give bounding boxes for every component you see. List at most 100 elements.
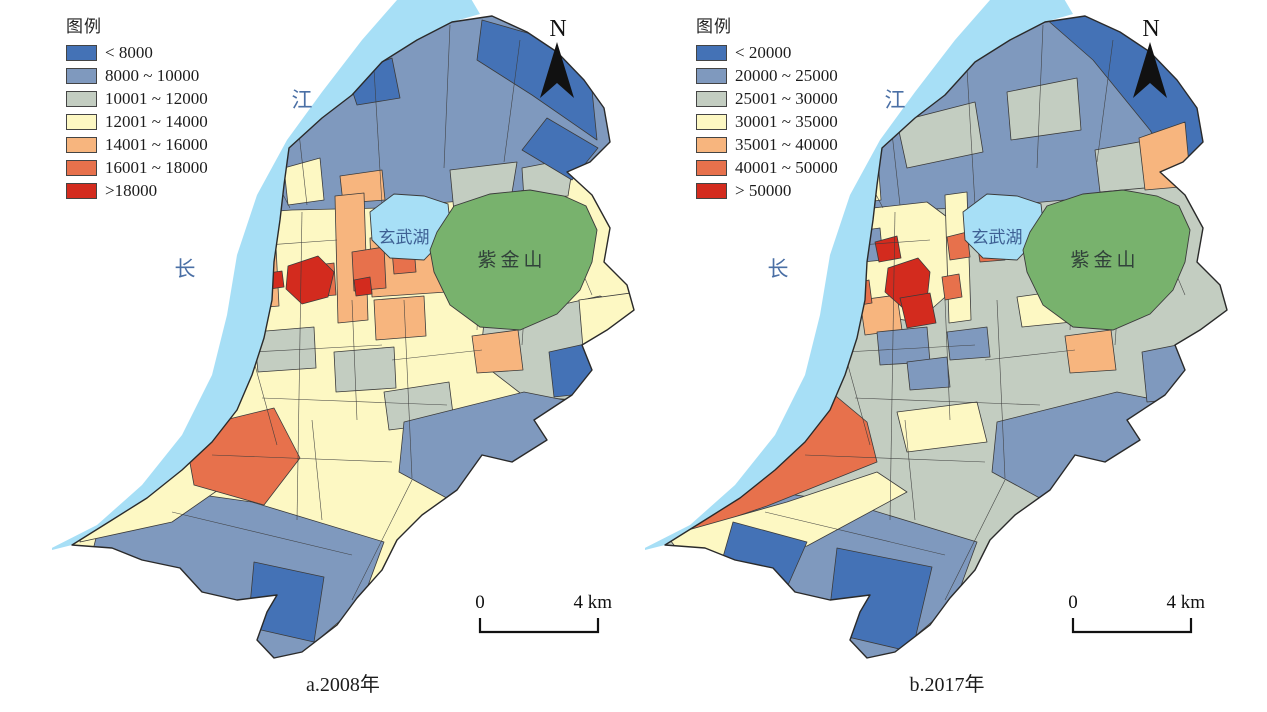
legend-swatch — [66, 159, 97, 176]
legend-item-label: 16001 ~ 18000 — [105, 157, 208, 177]
district-border-line — [859, 239, 931, 246]
north-label: N — [549, 16, 566, 42]
district-zone — [471, 329, 524, 374]
legend-swatch — [696, 182, 727, 199]
district-zone — [373, 295, 427, 341]
district-border-line — [403, 299, 413, 479]
legend-swatch — [696, 90, 727, 107]
legend-swatch — [66, 136, 97, 153]
legend-2017: 图例 < 20000 20000 ~ 25000 25001 ~ 30000 3000… — [696, 12, 838, 202]
legend-item: < 20000 — [696, 41, 838, 64]
district-border-line — [944, 479, 1006, 601]
district-zone — [1141, 341, 1198, 403]
legend-item: 16001 ~ 18000 — [66, 156, 208, 179]
legend-swatch — [696, 67, 727, 84]
legend-item-label: >18000 — [105, 180, 158, 200]
river-label-chang: 长 — [175, 257, 196, 281]
mountain-label: 紫金山 — [477, 249, 546, 271]
caption-2017: b.2017年 — [909, 674, 985, 696]
legend-item-label: 35001 ~ 40000 — [735, 134, 838, 154]
legend-swatch — [696, 159, 727, 176]
river-label-jiang: 江 — [885, 88, 906, 112]
legend-swatch — [66, 44, 97, 61]
scale-zero-label: 0 — [475, 592, 485, 613]
district-border-line — [1036, 24, 1044, 169]
district-zone — [896, 401, 988, 453]
district-zone — [285, 255, 335, 305]
district-zone — [899, 292, 937, 329]
legend-item-label: 14001 ~ 16000 — [105, 134, 208, 154]
legend-items: < 8000 8000 ~ 10000 10001 ~ 12000 12001 ~ 1… — [66, 41, 208, 202]
legend-item-label: 25001 ~ 30000 — [735, 88, 838, 108]
district-border-line — [996, 299, 1006, 479]
legend-swatch — [66, 182, 97, 199]
legend-item-label: 12001 ~ 14000 — [105, 111, 208, 131]
legend-item: 35001 ~ 40000 — [696, 133, 838, 156]
district-border-line — [296, 211, 303, 521]
district-border-line — [171, 511, 353, 556]
district-border-line — [804, 454, 986, 463]
caption-2008: a.2008年 — [306, 674, 380, 696]
legend-swatch — [66, 90, 97, 107]
legend-item-label: 40001 ~ 50000 — [735, 157, 838, 177]
district-zone — [283, 157, 325, 206]
district-zone — [941, 273, 963, 301]
district-border-line — [944, 299, 951, 421]
district-border-line — [844, 344, 976, 353]
legend-item: 12001 ~ 14000 — [66, 110, 208, 133]
district-border-line — [266, 239, 338, 246]
district-zone — [946, 326, 991, 361]
scale-bar — [1071, 618, 1193, 634]
legend-item-label: 8000 ~ 10000 — [105, 65, 200, 85]
legend-item: 8000 ~ 10000 — [66, 64, 208, 87]
legend-item: 30001 ~ 35000 — [696, 110, 838, 133]
north-arrow-icon — [1133, 42, 1167, 98]
district-zone — [333, 346, 397, 393]
district-border-line — [984, 349, 1076, 361]
district-zone — [578, 291, 634, 361]
legend-title: 图例 — [696, 17, 732, 36]
legend-item-label: > 50000 — [735, 180, 792, 200]
legend-item-label: 30001 ~ 35000 — [735, 111, 838, 131]
district-zone — [1006, 77, 1082, 141]
legend-item: 40001 ~ 50000 — [696, 156, 838, 179]
district-border-line — [391, 349, 483, 361]
yangtze-river — [52, 0, 480, 550]
legend-item: 10001 ~ 12000 — [66, 87, 208, 110]
scale-end-label: 4 km — [1166, 592, 1205, 613]
district-border-line — [251, 344, 383, 353]
legend-swatch — [66, 67, 97, 84]
river-label-chang: 长 — [768, 257, 789, 281]
legend-title: 图例 — [66, 17, 102, 36]
legend-items: < 20000 20000 ~ 25000 25001 ~ 30000 30001 ~… — [696, 41, 838, 202]
legend-item: < 8000 — [66, 41, 208, 64]
district-zone — [896, 101, 984, 169]
district-zone — [521, 117, 599, 181]
legend-item-label: 20000 ~ 25000 — [735, 65, 838, 85]
legend-item-label: < 20000 — [735, 42, 792, 62]
district-border-line — [211, 454, 393, 463]
river-label-jiang: 江 — [292, 88, 313, 112]
district-zone — [946, 231, 971, 261]
district-zone — [353, 276, 373, 297]
legend-item: >18000 — [66, 179, 208, 202]
city-boundary — [664, 15, 1228, 659]
district-border-line — [311, 419, 323, 521]
district-zone — [906, 356, 951, 391]
legend-item: > 50000 — [696, 179, 838, 202]
district-border-line — [904, 419, 916, 521]
yangtze-river — [645, 0, 1073, 550]
legend-item-label: 10001 ~ 12000 — [105, 88, 208, 108]
district-border-line — [351, 479, 413, 601]
district-border-line — [503, 39, 521, 163]
legend-item: 20000 ~ 25000 — [696, 64, 838, 87]
zijin-mountain — [429, 189, 598, 331]
district-zone — [1064, 329, 1117, 374]
legend-2008: 图例 < 8000 8000 ~ 10000 10001 ~ 12000 12001 … — [66, 12, 208, 202]
legend-swatch — [696, 44, 727, 61]
legend-swatch — [696, 113, 727, 130]
north-label: N — [1142, 16, 1159, 42]
